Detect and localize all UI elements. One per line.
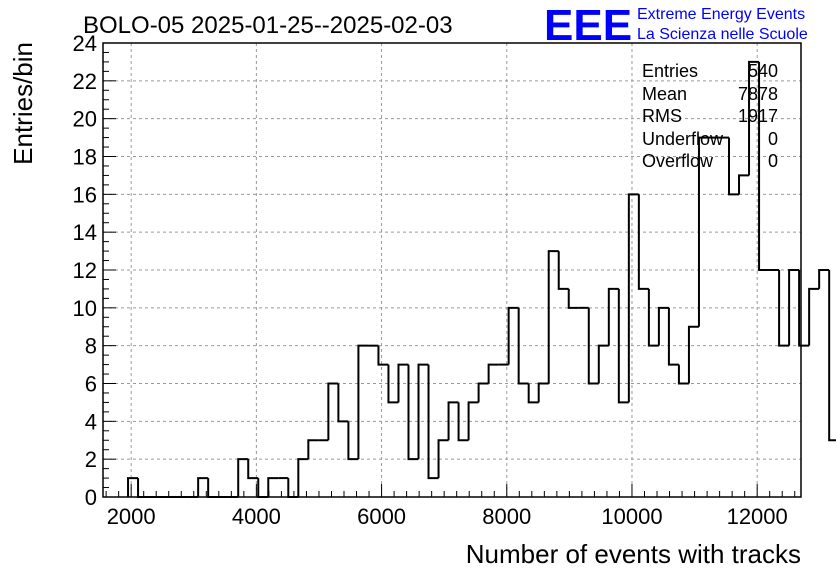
- histogram-bin-22: [347, 421, 359, 461]
- histogram-bin-41: [537, 382, 549, 403]
- histogram-bin-25: [377, 345, 389, 366]
- histogram-bin-31: [437, 439, 449, 479]
- stats-rms-value: 1917: [738, 106, 778, 126]
- y-tick-label-8: 8: [85, 334, 97, 359]
- stats-entries-value: 540: [748, 61, 778, 81]
- histogram-bin-49: [617, 288, 629, 404]
- grid-lines: [103, 43, 801, 497]
- histogram-bin-47: [597, 344, 609, 384]
- histogram-bin-40: [527, 383, 539, 404]
- histogram-bin-53: [657, 306, 669, 346]
- histogram-bin-62: [748, 60, 760, 176]
- stats-mean-label: Mean: [642, 84, 687, 104]
- y-tick-label-22: 22: [73, 69, 97, 94]
- histogram-bin-56: [687, 325, 699, 384]
- stats-overflow-value: 0: [768, 151, 778, 171]
- y-tick-label-0: 0: [85, 485, 97, 510]
- histogram-bin-34: [467, 401, 479, 441]
- histogram-bin-51: [637, 194, 649, 290]
- x-tick-label-10000: 10000: [601, 504, 662, 529]
- y-axis-title: Entries/bin: [8, 42, 38, 165]
- y-tick-label-12: 12: [73, 258, 97, 283]
- stats-underflow-value: 0: [768, 129, 778, 149]
- histogram-bin-43: [557, 251, 569, 290]
- histogram-bin-27: [397, 363, 409, 403]
- histogram-bin-38: [507, 306, 519, 365]
- histogram-bin-69: [818, 269, 830, 289]
- y-tick-label-4: 4: [85, 409, 97, 434]
- histogram-bin-30: [427, 364, 439, 480]
- stats-underflow-label: Underflow: [642, 129, 724, 149]
- histogram-bin-66: [788, 269, 800, 346]
- y-tick-label-14: 14: [73, 220, 97, 245]
- x-tick-label-4000: 4000: [232, 504, 281, 529]
- brand-line-2: La Scienza nelle Scuole: [637, 26, 808, 43]
- histogram-bin-36: [487, 363, 499, 384]
- y-tick-label-6: 6: [85, 372, 97, 397]
- histogram-bars: [127, 60, 836, 498]
- x-tick-label-2000: 2000: [107, 504, 156, 529]
- histogram-bin-55: [677, 364, 689, 385]
- histogram-bin-44: [567, 288, 579, 309]
- histogram-bin-35: [477, 382, 489, 403]
- histogram-bin-61: [738, 174, 750, 195]
- x-axis-title: Number of events with tracks: [466, 539, 801, 569]
- histogram-bin-33: [457, 402, 469, 442]
- histogram-bin-42: [547, 250, 559, 384]
- y-tick-label-20: 20: [73, 107, 97, 132]
- histogram-bin-7: [197, 477, 209, 497]
- stats-box: Entries 540 Mean 7878 RMS 1917 Underflow…: [642, 61, 778, 171]
- y-tick-label-16: 16: [73, 182, 97, 207]
- histogram-bin-20: [327, 382, 339, 441]
- stats-entries-label: Entries: [642, 61, 698, 81]
- x-tick-label-6000: 6000: [357, 504, 406, 529]
- histogram-bin-21: [337, 383, 349, 423]
- histogram-bin-17: [297, 458, 309, 497]
- histogram-bin-26: [387, 364, 399, 404]
- histogram-bin-63: [758, 61, 770, 271]
- histogram-bin-18: [307, 439, 319, 460]
- histogram-bin-39: [517, 307, 529, 385]
- histogram-bin-50: [627, 193, 639, 403]
- histogram-bin-14: [267, 477, 279, 497]
- y-tick-label-10: 10: [73, 296, 97, 321]
- y-tick-label-18: 18: [73, 145, 97, 170]
- histogram-bin-52: [647, 288, 659, 347]
- x-tick-label-12000: 12000: [727, 504, 788, 529]
- eee-logo: EEE: [544, 1, 632, 50]
- histogram-bin-54: [667, 307, 679, 366]
- stats-mean-value: 7878: [738, 84, 778, 104]
- histogram-bin-28: [407, 364, 419, 461]
- histogram-bin-0: [127, 477, 139, 497]
- histogram-bin-32: [447, 401, 459, 441]
- histogram-bin-67: [798, 270, 810, 347]
- stats-overflow-label: Overflow: [642, 151, 714, 171]
- y-tick-label-24: 24: [73, 31, 97, 56]
- brand: EEE Extreme Energy Events La Scienza nel…: [544, 1, 808, 50]
- histogram-bin-68: [808, 287, 820, 346]
- histogram-bin-23: [357, 344, 369, 460]
- histogram-bin-46: [587, 307, 599, 385]
- chart-title: BOLO-05 2025-01-25--2025-02-03: [83, 12, 453, 39]
- stats-rms-label: RMS: [642, 106, 682, 126]
- brand-line-1: Extreme Energy Events: [637, 6, 805, 23]
- y-tick-label-2: 2: [85, 447, 97, 472]
- histogram-bin-57: [697, 136, 709, 327]
- histogram-bin-60: [728, 137, 740, 196]
- histogram-bin-48: [607, 287, 619, 346]
- histogram-bin-65: [778, 270, 790, 347]
- histogram-bin-11: [237, 458, 249, 497]
- x-axis: 2000 4000 6000 8000 10000 12000: [105, 484, 796, 529]
- x-tick-label-8000: 8000: [482, 504, 531, 529]
- histogram-bin-29: [417, 363, 429, 460]
- histogram-bin-12: [247, 459, 259, 480]
